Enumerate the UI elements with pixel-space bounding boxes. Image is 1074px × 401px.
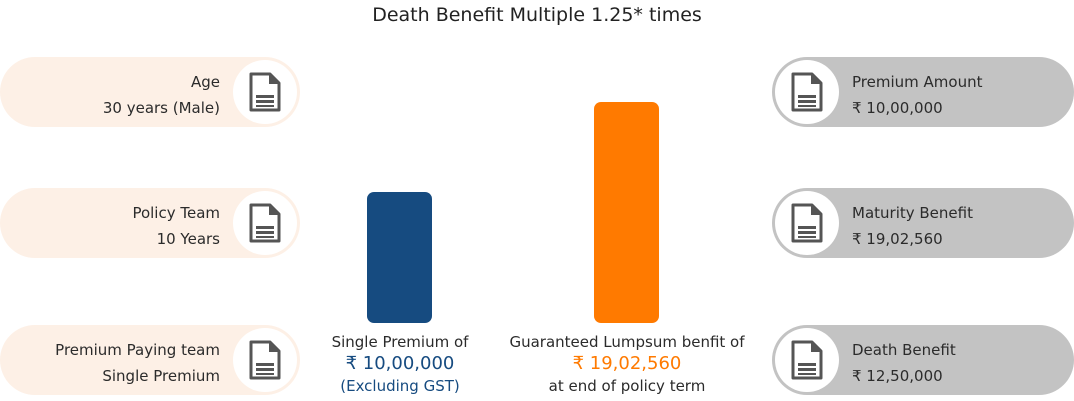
maturity-benefit-label: Maturity Benefit [852,204,973,222]
guaranteed-benefit-label: Guaranteed Lumpsum benfit of [509,333,745,351]
single-premium-caption: Single Premium of ₹ 10,00,000 (Excluding… [312,331,488,397]
age-card: Age 30 years (Male) [0,57,300,127]
age-value: 30 years (Male) [102,99,220,117]
page-title: Death Benefit Multiple 1.25* times [372,4,702,26]
guaranteed-benefit-bar [594,102,659,323]
maturity-benefit-card: Maturity Benefit ₹ 19,02,560 [772,188,1074,258]
document-icon [791,340,823,380]
policy-term-card: Policy Team 10 Years [0,188,300,258]
single-premium-label: Single Premium of [331,333,469,351]
premium-amount-label: Premium Amount [852,73,983,91]
premium-amount-value: ₹ 10,00,000 [852,99,943,117]
policy-term-value: 10 Years [156,230,220,248]
premium-paying-term-card: Premium Paying team Single Premium [0,325,300,395]
premium-paying-term-label: Premium Paying team [55,341,220,359]
single-premium-amount: ₹ 10,00,000 [345,353,455,374]
guaranteed-benefit-note: at end of policy term [548,377,706,395]
single-premium-note: (Excluding GST) [340,377,460,395]
death-benefit-card: Death Benefit ₹ 12,50,000 [772,325,1074,395]
maturity-benefit-value: ₹ 19,02,560 [852,230,943,248]
guaranteed-benefit-amount: ₹ 19,02,560 [572,353,682,374]
document-icon [249,72,281,112]
age-label: Age [190,73,220,91]
policy-term-label: Policy Team [132,204,220,222]
death-benefit-label: Death Benefit [852,341,956,359]
document-icon [791,72,823,112]
single-premium-bar [367,192,432,323]
guaranteed-benefit-caption: Guaranteed Lumpsum benfit of ₹ 19,02,560… [495,331,759,397]
document-icon [791,203,823,243]
death-benefit-value: ₹ 12,50,000 [852,367,943,385]
premium-paying-term-value: Single Premium [102,367,220,385]
premium-amount-card: Premium Amount ₹ 10,00,000 [772,57,1074,127]
document-icon [249,340,281,380]
document-icon [249,203,281,243]
